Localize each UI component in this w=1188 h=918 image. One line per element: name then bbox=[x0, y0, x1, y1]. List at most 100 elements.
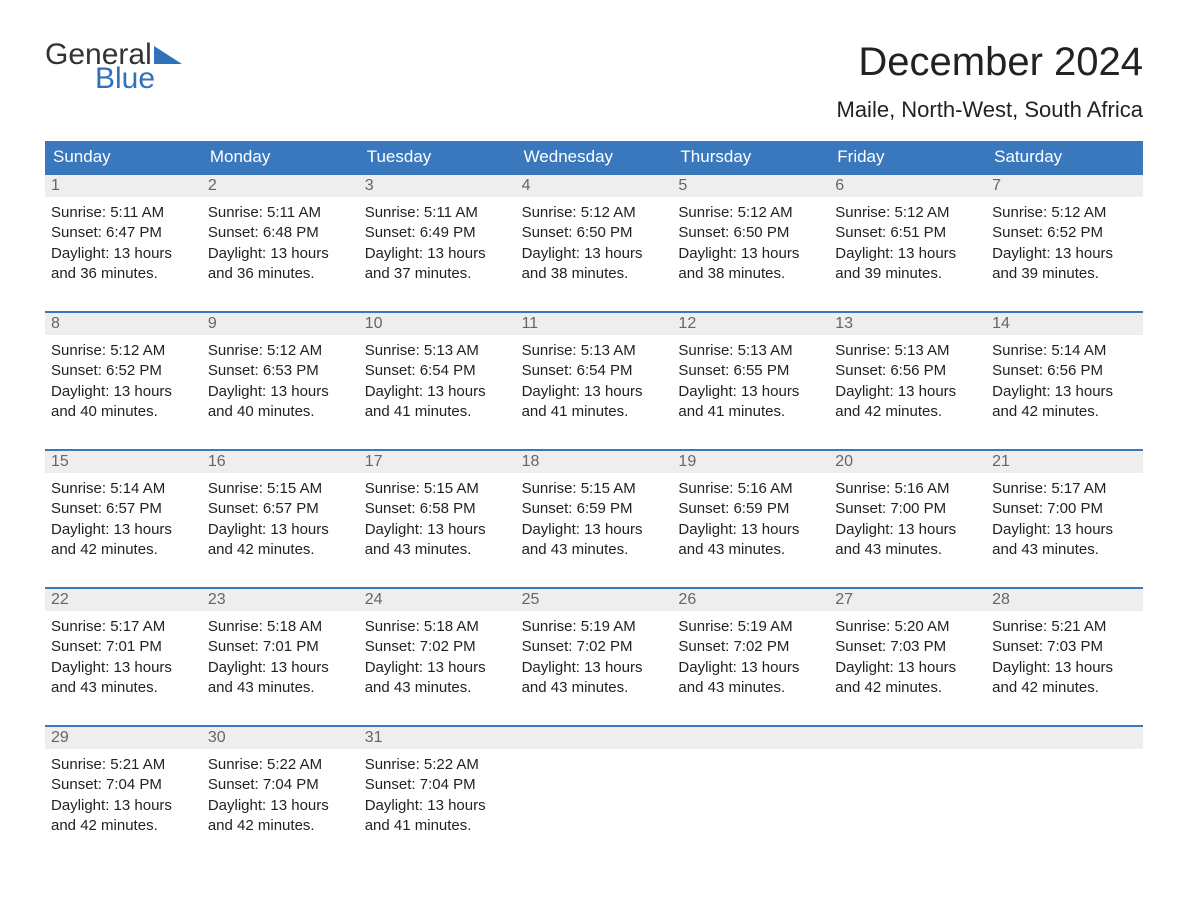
day-detail-cell: Sunrise: 5:12 AMSunset: 6:52 PMDaylight:… bbox=[45, 335, 202, 435]
day-sunset: Sunset: 7:00 PM bbox=[992, 499, 1137, 519]
header: General Blue December 2024 Maile, North-… bbox=[45, 40, 1143, 123]
day-d1: Daylight: 13 hours bbox=[835, 244, 980, 264]
day-detail-row: Sunrise: 5:17 AMSunset: 7:01 PMDaylight:… bbox=[45, 611, 1143, 711]
day-sunrise: Sunrise: 5:11 AM bbox=[208, 203, 353, 223]
day-sunset: Sunset: 6:56 PM bbox=[992, 361, 1137, 381]
day-detail-row: Sunrise: 5:11 AMSunset: 6:47 PMDaylight:… bbox=[45, 197, 1143, 297]
dow-friday: Friday bbox=[829, 141, 986, 173]
day-d2: and 41 minutes. bbox=[365, 816, 510, 836]
day-d2: and 38 minutes. bbox=[678, 264, 823, 284]
day-d2: and 43 minutes. bbox=[365, 678, 510, 698]
day-sunset: Sunset: 6:50 PM bbox=[522, 223, 667, 243]
day-detail-cell: Sunrise: 5:11 AMSunset: 6:48 PMDaylight:… bbox=[202, 197, 359, 297]
day-d1: Daylight: 13 hours bbox=[522, 382, 667, 402]
day-sunrise: Sunrise: 5:12 AM bbox=[678, 203, 823, 223]
day-sunset: Sunset: 6:55 PM bbox=[678, 361, 823, 381]
day-number: 19 bbox=[672, 451, 829, 473]
day-number: 7 bbox=[986, 175, 1143, 197]
day-detail-cell: Sunrise: 5:12 AMSunset: 6:50 PMDaylight:… bbox=[672, 197, 829, 297]
day-d2: and 42 minutes. bbox=[992, 402, 1137, 422]
day-sunrise: Sunrise: 5:12 AM bbox=[992, 203, 1137, 223]
day-d1: Daylight: 13 hours bbox=[365, 658, 510, 678]
days-of-week-header: Sunday Monday Tuesday Wednesday Thursday… bbox=[45, 141, 1143, 173]
page-title: December 2024 bbox=[837, 40, 1144, 85]
day-sunset: Sunset: 7:04 PM bbox=[208, 775, 353, 795]
day-number: 22 bbox=[45, 589, 202, 611]
day-number: 31 bbox=[359, 727, 516, 749]
day-sunrise: Sunrise: 5:19 AM bbox=[522, 617, 667, 637]
day-number: 10 bbox=[359, 313, 516, 335]
day-number bbox=[986, 727, 1143, 749]
day-sunset: Sunset: 6:59 PM bbox=[678, 499, 823, 519]
day-sunset: Sunset: 7:02 PM bbox=[365, 637, 510, 657]
day-sunset: Sunset: 6:54 PM bbox=[365, 361, 510, 381]
day-sunset: Sunset: 6:57 PM bbox=[51, 499, 196, 519]
day-sunset: Sunset: 6:57 PM bbox=[208, 499, 353, 519]
day-sunrise: Sunrise: 5:17 AM bbox=[992, 479, 1137, 499]
day-sunset: Sunset: 6:52 PM bbox=[51, 361, 196, 381]
day-sunset: Sunset: 6:47 PM bbox=[51, 223, 196, 243]
day-sunrise: Sunrise: 5:11 AM bbox=[51, 203, 196, 223]
day-number: 26 bbox=[672, 589, 829, 611]
day-sunrise: Sunrise: 5:14 AM bbox=[992, 341, 1137, 361]
day-detail-cell: Sunrise: 5:16 AMSunset: 6:59 PMDaylight:… bbox=[672, 473, 829, 573]
day-d1: Daylight: 13 hours bbox=[51, 382, 196, 402]
day-d2: and 43 minutes. bbox=[835, 540, 980, 560]
day-sunrise: Sunrise: 5:15 AM bbox=[365, 479, 510, 499]
day-sunrise: Sunrise: 5:15 AM bbox=[522, 479, 667, 499]
day-detail-cell: Sunrise: 5:15 AMSunset: 6:58 PMDaylight:… bbox=[359, 473, 516, 573]
day-number: 24 bbox=[359, 589, 516, 611]
day-d1: Daylight: 13 hours bbox=[992, 520, 1137, 540]
day-sunset: Sunset: 7:02 PM bbox=[678, 637, 823, 657]
day-sunset: Sunset: 6:59 PM bbox=[522, 499, 667, 519]
day-sunrise: Sunrise: 5:12 AM bbox=[208, 341, 353, 361]
day-detail-cell: Sunrise: 5:19 AMSunset: 7:02 PMDaylight:… bbox=[516, 611, 673, 711]
day-detail-cell bbox=[672, 749, 829, 849]
day-number-row: 293031 bbox=[45, 727, 1143, 749]
day-number bbox=[516, 727, 673, 749]
day-sunset: Sunset: 7:04 PM bbox=[365, 775, 510, 795]
day-detail-row: Sunrise: 5:21 AMSunset: 7:04 PMDaylight:… bbox=[45, 749, 1143, 849]
day-detail-cell: Sunrise: 5:11 AMSunset: 6:47 PMDaylight:… bbox=[45, 197, 202, 297]
day-d2: and 43 minutes. bbox=[678, 678, 823, 698]
day-number: 16 bbox=[202, 451, 359, 473]
day-detail-cell: Sunrise: 5:13 AMSunset: 6:54 PMDaylight:… bbox=[359, 335, 516, 435]
location-text: Maile, North-West, South Africa bbox=[837, 97, 1144, 123]
day-d2: and 42 minutes. bbox=[208, 816, 353, 836]
day-sunset: Sunset: 7:03 PM bbox=[992, 637, 1137, 657]
day-detail-cell: Sunrise: 5:21 AMSunset: 7:03 PMDaylight:… bbox=[986, 611, 1143, 711]
day-sunset: Sunset: 6:51 PM bbox=[835, 223, 980, 243]
day-number: 2 bbox=[202, 175, 359, 197]
day-sunset: Sunset: 6:52 PM bbox=[992, 223, 1137, 243]
day-number: 21 bbox=[986, 451, 1143, 473]
day-d2: and 43 minutes. bbox=[992, 540, 1137, 560]
day-sunset: Sunset: 6:56 PM bbox=[835, 361, 980, 381]
day-number-row: 15161718192021 bbox=[45, 451, 1143, 473]
day-detail-cell: Sunrise: 5:18 AMSunset: 7:02 PMDaylight:… bbox=[359, 611, 516, 711]
day-detail-cell bbox=[516, 749, 673, 849]
day-sunset: Sunset: 6:54 PM bbox=[522, 361, 667, 381]
day-number: 12 bbox=[672, 313, 829, 335]
day-detail-cell: Sunrise: 5:12 AMSunset: 6:50 PMDaylight:… bbox=[516, 197, 673, 297]
day-detail-cell: Sunrise: 5:13 AMSunset: 6:56 PMDaylight:… bbox=[829, 335, 986, 435]
day-detail-cell: Sunrise: 5:15 AMSunset: 6:59 PMDaylight:… bbox=[516, 473, 673, 573]
day-sunset: Sunset: 6:53 PM bbox=[208, 361, 353, 381]
day-number: 1 bbox=[45, 175, 202, 197]
day-sunset: Sunset: 6:49 PM bbox=[365, 223, 510, 243]
day-number: 29 bbox=[45, 727, 202, 749]
day-d1: Daylight: 13 hours bbox=[365, 796, 510, 816]
week-row: 293031Sunrise: 5:21 AMSunset: 7:04 PMDay… bbox=[45, 725, 1143, 849]
dow-monday: Monday bbox=[202, 141, 359, 173]
day-d1: Daylight: 13 hours bbox=[835, 658, 980, 678]
day-detail-cell: Sunrise: 5:13 AMSunset: 6:54 PMDaylight:… bbox=[516, 335, 673, 435]
day-sunrise: Sunrise: 5:16 AM bbox=[678, 479, 823, 499]
day-d2: and 39 minutes. bbox=[835, 264, 980, 284]
day-d2: and 42 minutes. bbox=[51, 540, 196, 560]
day-sunrise: Sunrise: 5:14 AM bbox=[51, 479, 196, 499]
day-d2: and 42 minutes. bbox=[835, 678, 980, 698]
day-detail-cell bbox=[986, 749, 1143, 849]
day-d1: Daylight: 13 hours bbox=[835, 382, 980, 402]
day-number: 30 bbox=[202, 727, 359, 749]
day-sunrise: Sunrise: 5:12 AM bbox=[51, 341, 196, 361]
day-sunrise: Sunrise: 5:21 AM bbox=[51, 755, 196, 775]
